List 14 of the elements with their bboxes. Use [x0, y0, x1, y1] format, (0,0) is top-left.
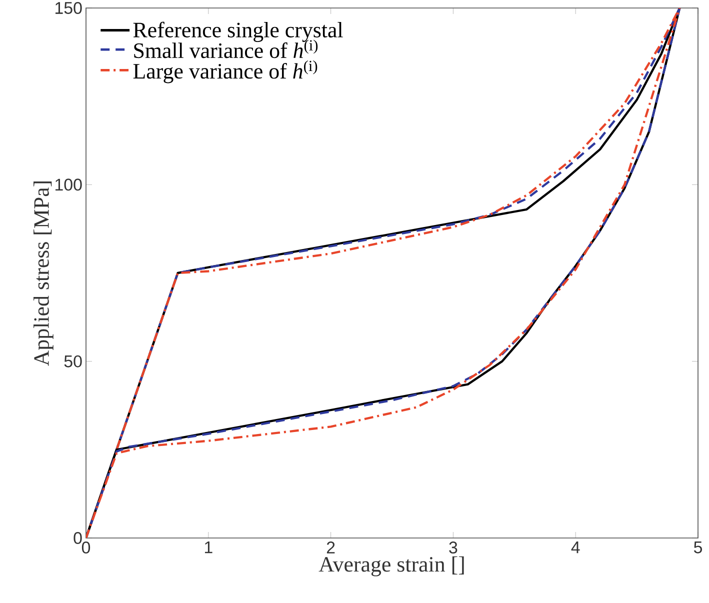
y-tick-label: 50	[64, 355, 82, 368]
x-tick-label: 3	[449, 542, 458, 554]
y-axis-title: Applied stress [MPa]	[34, 181, 54, 366]
y-tick-label: 0	[74, 532, 82, 544]
y-tick-label: 150	[56, 2, 82, 14]
x-axis-title: Average strain []	[318, 556, 464, 576]
x-tick-label: 5	[694, 542, 702, 554]
legend-label: Large variance of h$^{(i)}$	[133, 60, 318, 84]
legend-label: Reference single crystal	[133, 22, 343, 42]
x-tick-label: 0	[82, 542, 90, 554]
x-tick-label: 2	[326, 542, 335, 554]
x-tick-label: 4	[571, 542, 580, 554]
y-tick-label: 100	[56, 178, 82, 191]
x-tick-label: 1	[204, 542, 212, 554]
